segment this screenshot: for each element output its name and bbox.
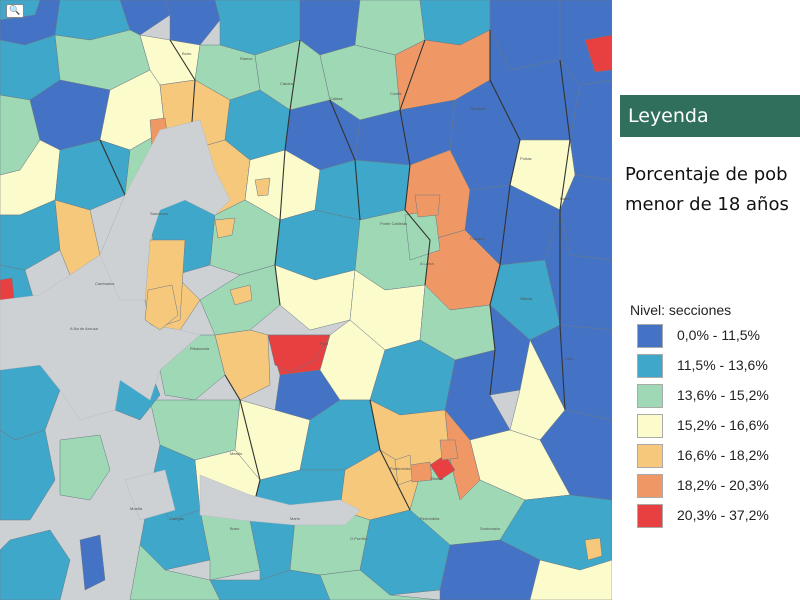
map-canvas[interactable]: Boiro Rianxo Catoira Caldas Cuntis Cerdedo Por… [0, 0, 612, 600]
place-label: Vilaboa [430, 476, 444, 481]
legend-range: 0,0% - 11,5% [677, 327, 760, 343]
legend-swatch [637, 384, 663, 408]
legend-range: 15,2% - 16,6% [677, 417, 769, 433]
legend-range: 20,3% - 37,2% [677, 507, 769, 523]
place-label: Silleda [520, 296, 533, 301]
place-label: Ribadumia [190, 346, 210, 351]
place-label: A Illa de Arousa [70, 326, 99, 331]
search-icon: 🔍 [9, 6, 20, 16]
choropleth-map[interactable]: Boiro Rianxo Catoira Caldas Cuntis Cerdedo Por… [0, 0, 612, 600]
legend-swatch [637, 504, 663, 528]
place-label: Lalín [565, 356, 574, 361]
place-label: Catoira [280, 81, 294, 86]
legend-swatch [637, 354, 663, 378]
place-label: Moaña [130, 506, 143, 511]
legend-range: 11,5% - 13,6% [677, 357, 768, 373]
place-label: Sanxenxo [150, 211, 169, 216]
place-label: Cerdedo [470, 106, 486, 111]
legend-range: 16,6% - 18,2% [677, 447, 769, 463]
urban-section[interactable] [585, 538, 602, 560]
legend-swatch [637, 414, 663, 438]
urban-section[interactable] [215, 218, 235, 238]
place-label: A Lama [420, 261, 434, 266]
census-section[interactable] [0, 530, 70, 600]
place-label: Ponte Caldelas [380, 221, 407, 226]
place-label: Marín [290, 516, 300, 521]
place-label: O Porriño [350, 536, 368, 541]
place-label: Caldas [330, 96, 342, 101]
legend-subtitle: Porcentaje de pob menor de 18 años [625, 160, 800, 220]
legend-swatch [637, 474, 663, 498]
place-label: Cangas [170, 516, 184, 521]
place-label: Pontevedra [390, 466, 411, 471]
census-section[interactable] [315, 160, 410, 220]
census-section[interactable] [215, 330, 270, 400]
census-section[interactable] [275, 210, 360, 280]
legend-swatch [637, 444, 663, 468]
legend-level-label: Nivel: secciones [630, 302, 731, 318]
census-section[interactable] [80, 535, 105, 590]
place-label: Rianxo [240, 56, 253, 61]
place-label: Soutomaior [480, 526, 501, 531]
place-label: Redondela [420, 516, 440, 521]
map-zoom-button[interactable]: 🔍 [6, 4, 24, 18]
place-label: Barro [560, 196, 571, 201]
place-label: Poio [320, 341, 329, 346]
urban-section[interactable] [410, 462, 432, 482]
urban-section[interactable] [255, 178, 270, 196]
legend-subtitle-line1: Porcentaje de pob [625, 164, 788, 185]
place-label: Boiro [182, 51, 192, 56]
legend-subtitle-line2: menor de 18 años [625, 194, 789, 215]
place-label: Meaño [230, 451, 243, 456]
place-label: Bueu [230, 526, 239, 531]
census-section[interactable] [55, 140, 130, 210]
legend-range: 13,6% - 15,2% [677, 387, 769, 403]
legend-panel: Leyenda Porcentaje de pob menor de 18 año… [612, 0, 800, 600]
place-label: Cambados [95, 281, 114, 286]
legend-title: Leyenda [620, 95, 800, 137]
legend-swatch [637, 324, 663, 348]
place-label: Forcarei [470, 236, 485, 241]
place-label: Portas [520, 156, 532, 161]
census-section[interactable] [0, 430, 55, 520]
urban-section[interactable] [440, 440, 458, 460]
urban-section[interactable] [415, 195, 440, 217]
census-section[interactable] [60, 435, 110, 500]
census-section[interactable] [165, 0, 220, 45]
legend-range: 18,2% - 20,3% [677, 477, 769, 493]
place-label: Cuntis [390, 91, 401, 96]
